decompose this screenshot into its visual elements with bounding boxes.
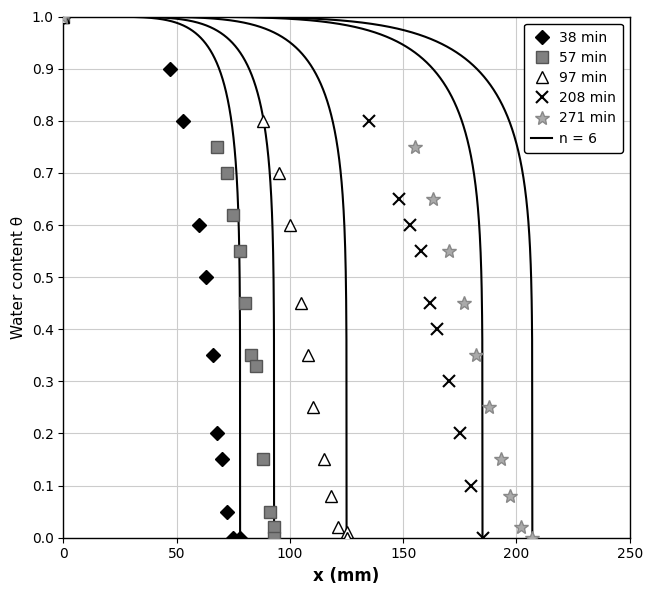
X-axis label: x (mm): x (mm) (313, 567, 380, 585)
Legend: 38 min, 57 min, 97 min, 208 min, 271 min, n = 6: 38 min, 57 min, 97 min, 208 min, 271 min… (525, 24, 623, 153)
Y-axis label: Water content θ: Water content θ (11, 216, 26, 339)
